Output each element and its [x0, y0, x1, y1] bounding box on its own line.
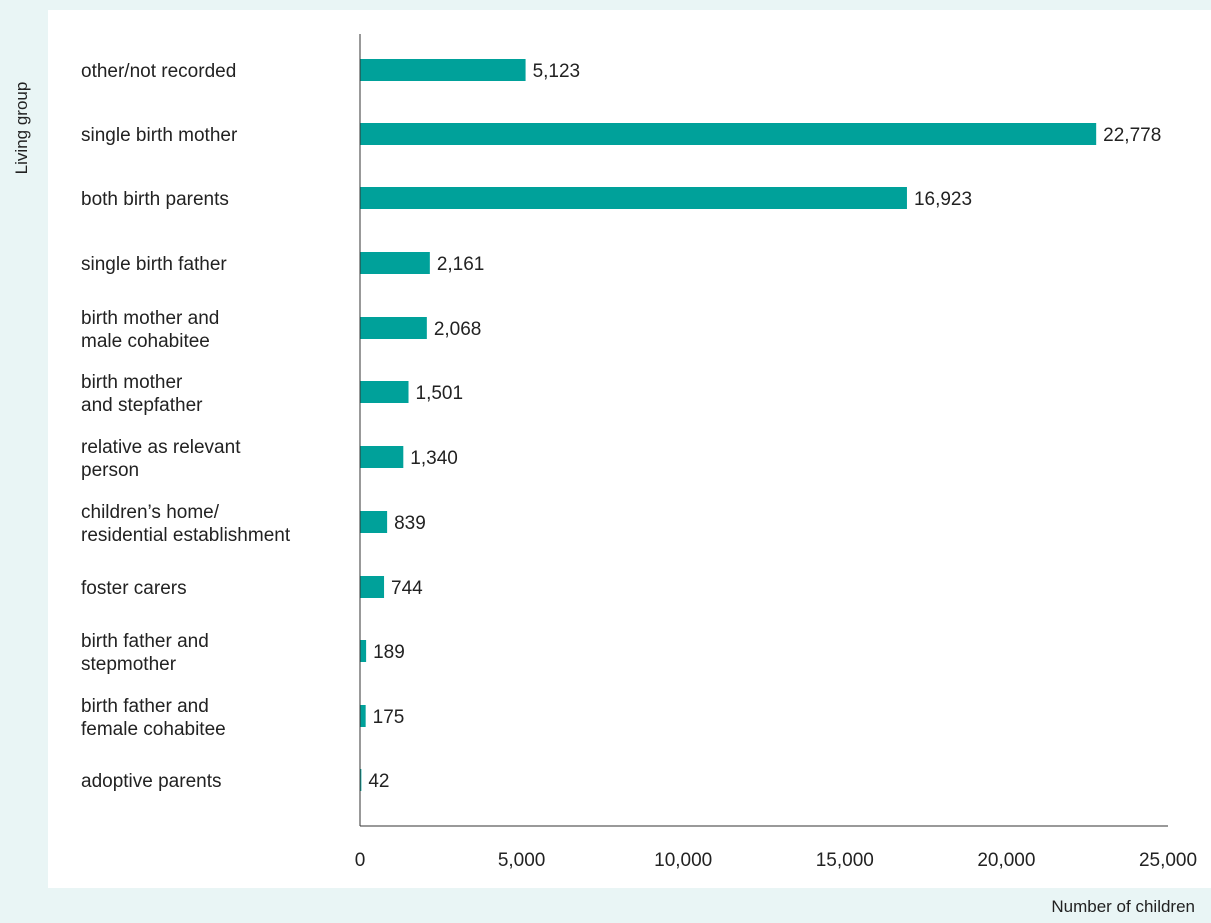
- category-label: single birth mother: [81, 125, 238, 146]
- category-label: foster carers: [81, 578, 187, 599]
- category-labels: other/not recorded single birth mother bot…: [81, 61, 291, 792]
- value-labels: 5,123 22,778 16,923 2,161 2,068 1,501 1,340 839…: [368, 61, 1161, 792]
- category-label: birth father and female cohabitee: [81, 696, 226, 740]
- bar-value-label: 16,923: [914, 189, 972, 210]
- x-tick-label: 25,000: [1139, 850, 1197, 871]
- x-tick-label: 0: [355, 850, 366, 871]
- x-tick-label: 10,000: [654, 850, 712, 871]
- bar-value-label: 175: [373, 707, 405, 728]
- bar-value-label: 5,123: [533, 61, 581, 82]
- axes: [359, 34, 1168, 827]
- bar: [360, 317, 427, 339]
- x-tick-label: 5,000: [498, 850, 546, 871]
- bar-value-label: 42: [368, 771, 389, 792]
- x-tick-label: 15,000: [816, 850, 874, 871]
- x-axis-title: Number of children: [1051, 897, 1195, 916]
- bar: [360, 123, 1097, 145]
- bar-value-label: 1,501: [416, 383, 464, 404]
- bars-layer: [360, 59, 1097, 791]
- bar: [360, 705, 366, 727]
- bar-value-label: 189: [373, 642, 405, 663]
- plot-panel: [48, 10, 1211, 888]
- x-tick-labels: 0 5,000 10,000 15,000 20,000 25,000: [355, 850, 1197, 871]
- bar: [360, 769, 362, 791]
- bar-value-label: 744: [391, 578, 423, 599]
- bar: [360, 187, 907, 209]
- bar-value-label: 1,340: [410, 448, 458, 469]
- category-label: relative as relevant person: [81, 437, 241, 481]
- bar-value-label: 2,068: [434, 319, 482, 340]
- bar: [360, 59, 526, 81]
- category-label: adoptive parents: [81, 771, 222, 792]
- category-label: birth mother and male cohabitee: [81, 308, 219, 352]
- category-label: single birth father: [81, 254, 227, 275]
- category-label: both birth parents: [81, 189, 229, 210]
- bar: [360, 446, 404, 468]
- x-tick-label: 20,000: [977, 850, 1035, 871]
- category-label: children’s home/residential establishmen…: [81, 502, 291, 546]
- bar: [360, 640, 367, 662]
- category-label: other/not recorded: [81, 61, 236, 82]
- category-label: birth mother and stepfather: [81, 372, 203, 416]
- category-label: birth father and stepmother: [81, 631, 209, 675]
- y-axis-title: Living group: [12, 82, 31, 175]
- bar: [360, 381, 409, 403]
- bar: [360, 252, 430, 274]
- bar-value-label: 22,778: [1103, 125, 1161, 146]
- bar: [360, 511, 388, 533]
- bar-value-label: 2,161: [437, 254, 485, 275]
- bar-value-label: 839: [394, 513, 426, 534]
- bar: [360, 576, 385, 598]
